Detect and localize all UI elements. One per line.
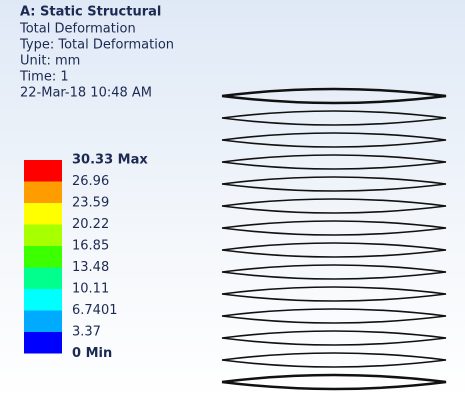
legend-label: 23.59 <box>72 196 109 211</box>
header-line: Unit: mm <box>20 54 80 69</box>
spring-coil <box>222 353 446 367</box>
legend-label: 26.96 <box>72 174 109 189</box>
legend-swatch <box>24 160 62 182</box>
legend-swatch <box>24 268 62 290</box>
result-title: A: Static Structural <box>20 5 161 20</box>
spring-coil <box>222 331 446 345</box>
spring-coil <box>222 155 446 169</box>
viewport: A: Static Structural Total DeformationTy… <box>0 0 465 400</box>
legend-swatch <box>24 225 62 247</box>
spring-coil <box>222 265 446 279</box>
legend-label: 6.7401 <box>72 303 118 318</box>
header-line: Type: Total Deformation <box>19 38 174 53</box>
spring-coil <box>222 243 446 257</box>
header-line: Total Deformation <box>19 22 136 37</box>
legend-label: 3.37 <box>72 325 101 340</box>
legend-swatch <box>24 203 62 225</box>
legend-swatch <box>24 332 62 354</box>
spring-coil <box>222 375 446 389</box>
legend-label: 16.85 <box>72 239 109 254</box>
legend-swatch <box>24 246 62 268</box>
spring-coil <box>222 287 446 301</box>
legend-label: 0 Min <box>72 346 112 361</box>
spring-coil <box>222 309 446 323</box>
screenshot: A: Static Structural Total DeformationTy… <box>0 0 465 400</box>
legend-label: 13.48 <box>72 260 109 275</box>
spring-coil <box>222 221 446 235</box>
legend-label: 10.11 <box>72 282 109 297</box>
legend-swatch <box>24 289 62 311</box>
header-line: 22-Mar-18 10:48 AM <box>20 86 152 101</box>
legend-swatch <box>24 311 62 333</box>
spring-coil <box>222 111 446 125</box>
spring-coil <box>222 177 446 191</box>
spring-coil <box>222 133 446 147</box>
legend-swatch <box>24 182 62 204</box>
legend-label: 30.33 Max <box>72 153 148 168</box>
legend-label: 20.22 <box>72 217 109 232</box>
spring-coil <box>222 89 446 103</box>
spring-coil <box>222 199 446 213</box>
header-line: Time: 1 <box>19 70 69 85</box>
